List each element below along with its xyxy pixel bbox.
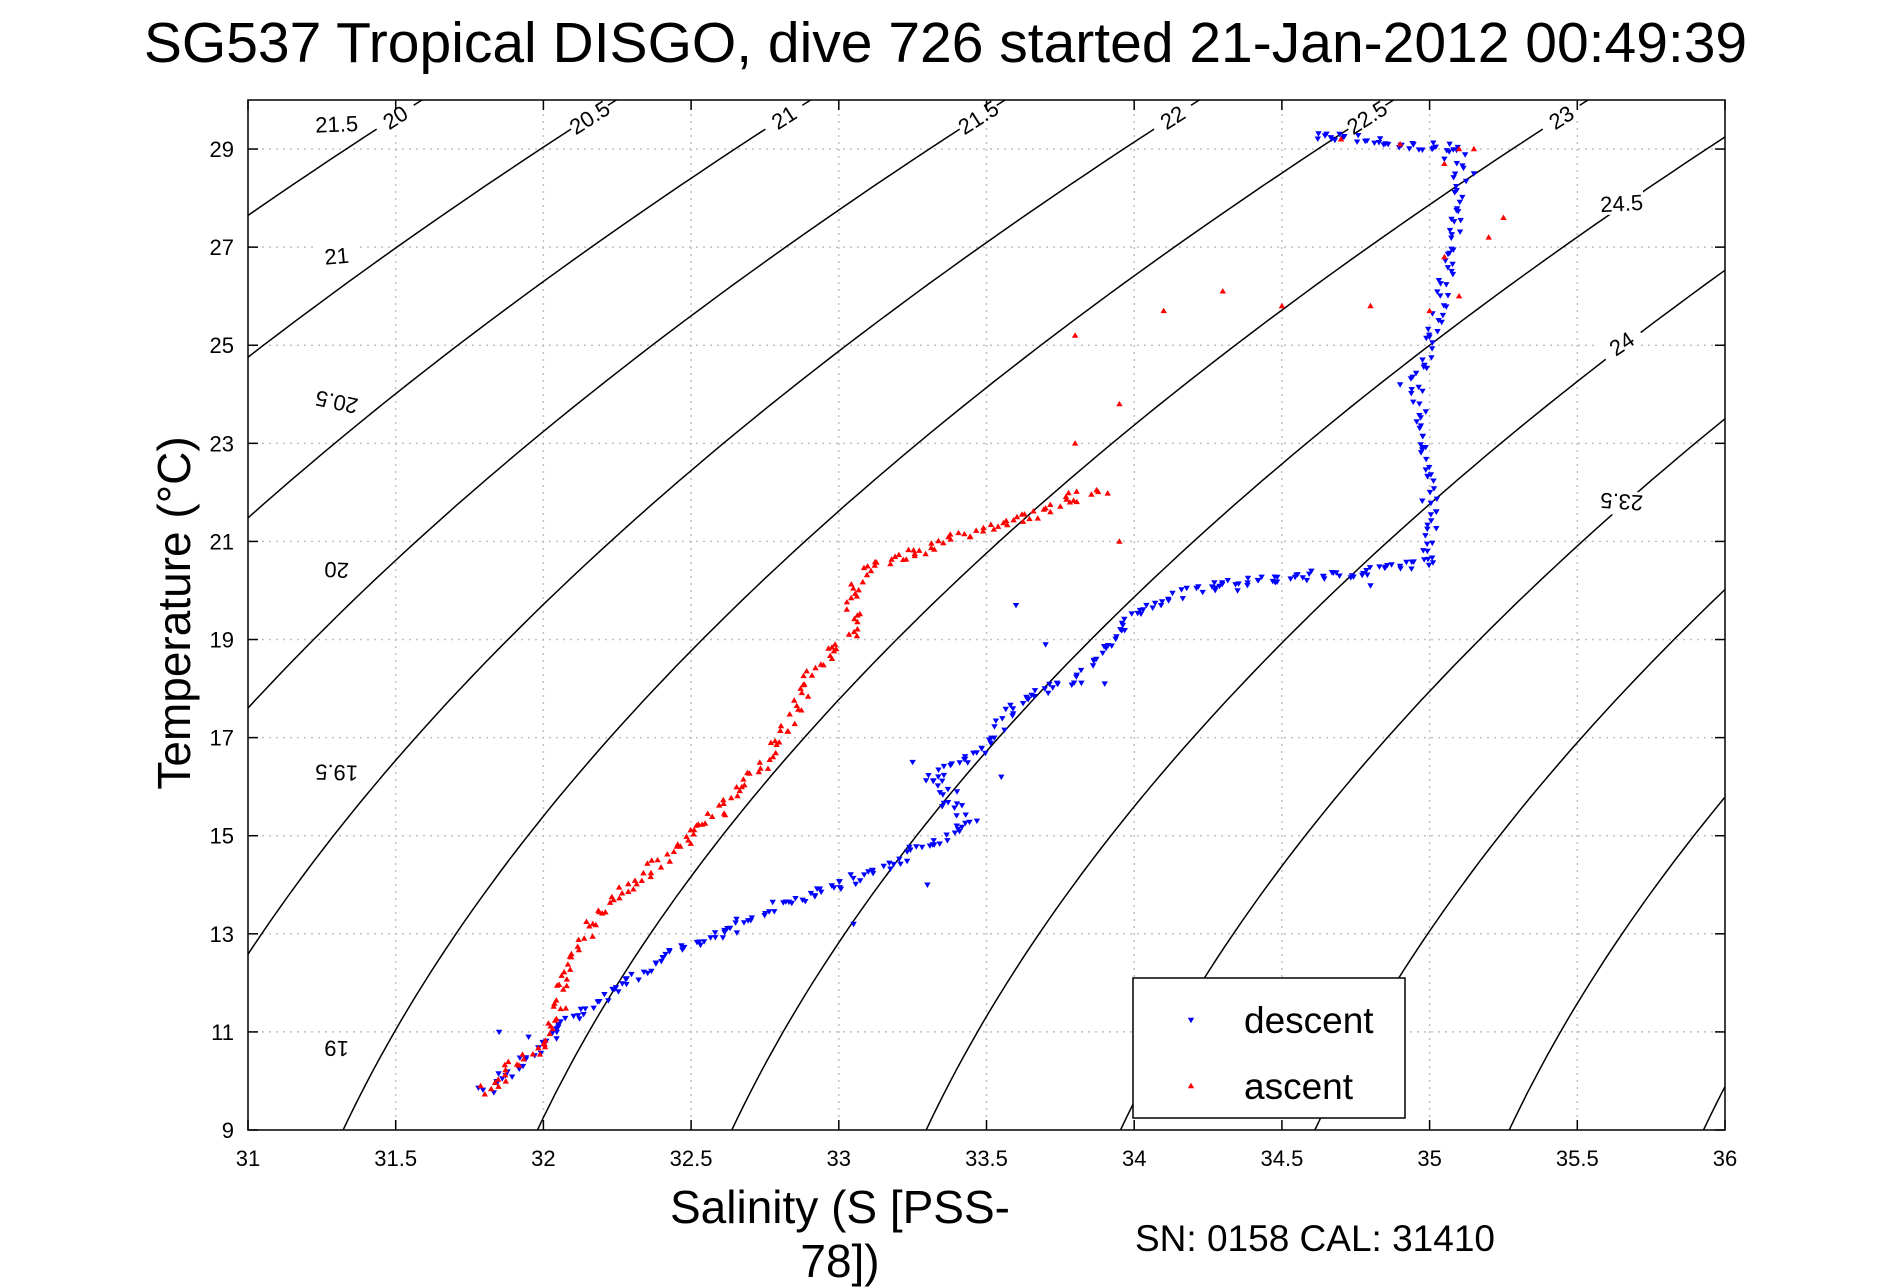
y-tick-label: 27: [210, 235, 234, 260]
legend-label-ascent: ascent: [1244, 1066, 1354, 1107]
x-tick-label: 31.5: [374, 1146, 417, 1171]
y-tick-label: 11: [211, 1020, 234, 1045]
y-tick-label: 29: [210, 137, 234, 162]
density-contour-line: [0, 100, 33, 1130]
y-tick-label: 9: [222, 1118, 234, 1143]
legend: descent ascent: [1133, 978, 1405, 1118]
x-tick-label: 35: [1417, 1146, 1441, 1171]
contour-label: 24.5: [1600, 190, 1644, 217]
x-tick-label: 33.5: [965, 1146, 1008, 1171]
y-tick-label: 17: [210, 726, 234, 751]
contour-label: 23.5: [1599, 488, 1643, 516]
y-tick-label: 21: [210, 529, 234, 554]
figure: SG537 Tropical DISGO, dive 726 started 2…: [0, 0, 1891, 1262]
y-axis-label: Temperature (°C): [147, 436, 201, 789]
y-tick-label: 13: [210, 922, 234, 947]
x-tick-label: 34: [1122, 1146, 1146, 1171]
x-tick-label: 35.5: [1556, 1146, 1599, 1171]
y-tick-label: 15: [210, 824, 234, 849]
x-tick-label: 32.5: [670, 1146, 713, 1171]
y-tick-label: 19: [210, 628, 234, 653]
x-tick-label: 36: [1713, 1146, 1737, 1171]
y-tick-label: 25: [210, 333, 234, 358]
density-contour-line: [1704, 100, 1891, 1130]
legend-label-descent: descent: [1244, 1000, 1374, 1041]
contour-label: 20: [324, 557, 350, 583]
x-axis-label: Salinity (S [PSS-78]): [640, 1180, 1040, 1288]
x-tick-label: 34.5: [1260, 1146, 1303, 1171]
x-tick-label: 33: [827, 1146, 851, 1171]
x-tick-label: 32: [531, 1146, 555, 1171]
contour-label: 19: [324, 1036, 349, 1061]
y-tick-label: 23: [210, 431, 234, 456]
contour-label: 21.5: [315, 111, 359, 138]
x-tick-label: 31: [236, 1146, 260, 1171]
contour-label: 19.5: [315, 759, 359, 785]
serial-calibration-text: SN: 0158 CAL: 31410: [1135, 1218, 1495, 1260]
contour-label: 21: [323, 243, 350, 270]
